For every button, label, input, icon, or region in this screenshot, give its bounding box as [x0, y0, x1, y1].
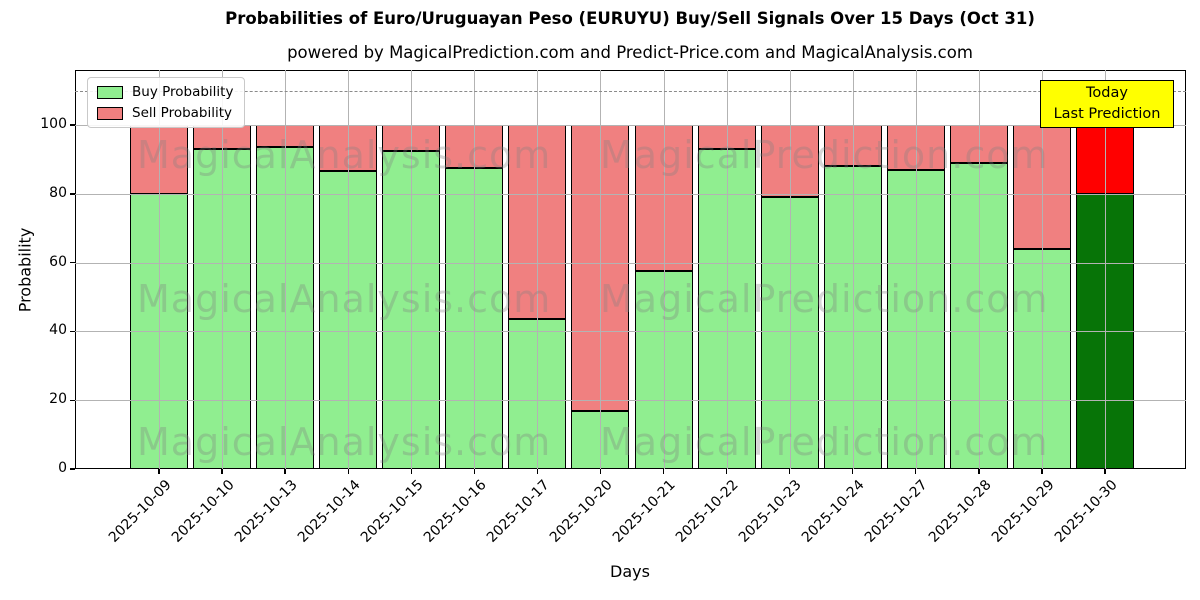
gridline-v	[600, 70, 602, 469]
watermark-text: MagicalAnalysis.com	[137, 133, 552, 177]
x-tick	[915, 469, 917, 474]
x-tick-label: 2025-10-21	[610, 477, 679, 546]
legend-label-buy: Buy Probability	[132, 84, 234, 100]
x-tick	[221, 469, 223, 474]
x-tick	[284, 469, 286, 474]
x-axis-label: Days	[610, 562, 650, 581]
gridline-v	[222, 70, 224, 469]
x-tick-label: 2025-10-15	[357, 477, 427, 546]
chart-subtitle: powered by MagicalPrediction.com and Pre…	[287, 43, 973, 62]
x-tick	[347, 469, 349, 474]
gridline-h	[75, 125, 1186, 127]
watermark-text: MagicalPrediction.com	[600, 277, 1049, 321]
gridline-v	[1041, 70, 1043, 469]
today-annotation-line1: Today	[1086, 85, 1128, 101]
gridline-v	[348, 70, 350, 469]
y-tick	[70, 193, 75, 195]
y-tick	[70, 330, 75, 333]
gridline-v	[663, 70, 665, 469]
gridline-v	[411, 70, 413, 469]
x-tick	[725, 469, 728, 474]
watermark-text: MagicalPrediction.com	[600, 420, 1049, 464]
x-tick-label: 2025-10-27	[862, 477, 932, 546]
x-tick-label: 2025-10-20	[546, 477, 616, 546]
gridline-v	[285, 70, 287, 469]
today-annotation: Today Last Prediction	[1040, 80, 1174, 128]
x-tick-label: 2025-10-14	[294, 477, 364, 546]
x-tick-label: 2025-10-29	[988, 477, 1058, 546]
gridline-h	[75, 262, 1186, 264]
sell-swatch-icon	[97, 106, 123, 120]
x-tick	[788, 469, 791, 474]
gridline-v	[537, 70, 539, 469]
x-tick-label: 2025-10-13	[231, 477, 301, 546]
x-tick	[410, 469, 412, 474]
y-tick-label: 60	[49, 253, 67, 270]
watermark-text: MagicalPrediction.com	[600, 133, 1049, 177]
gridline-v	[726, 70, 728, 469]
gridline-v	[915, 70, 917, 469]
today-annotation-line2: Last Prediction	[1053, 106, 1161, 122]
gridline-h	[75, 193, 1186, 195]
y-tick-label: 100	[40, 116, 67, 133]
x-tick-label: 2025-10-16	[420, 477, 490, 546]
y-tick-label: 40	[49, 322, 67, 339]
x-tick-label: 2025-10-10	[168, 477, 238, 546]
x-tick	[599, 469, 602, 474]
watermark-text: MagicalAnalysis.com	[137, 420, 552, 464]
x-tick-label: 2025-10-09	[105, 477, 175, 546]
legend-entry-buy: Buy Probability	[97, 84, 233, 100]
gridline-v	[789, 70, 791, 469]
y-tick-label: 80	[49, 184, 67, 201]
gridline-v	[159, 70, 160, 469]
x-tick	[536, 469, 539, 474]
x-tick	[852, 469, 854, 474]
legend-label-sell: Sell Probability	[132, 105, 233, 121]
gridline-v	[474, 70, 476, 469]
x-tick-label: 2025-10-23	[736, 477, 805, 546]
chart-title: Probabilities of Euro/Uruguayan Peso (EU…	[225, 9, 1035, 28]
y-axis-label: Probability	[15, 227, 35, 313]
y-tick	[70, 468, 75, 470]
x-tick-label: 2025-10-22	[673, 477, 742, 546]
buy-swatch-icon	[97, 85, 123, 99]
y-tick	[70, 124, 75, 126]
gridline-h	[75, 331, 1186, 333]
gridline-v	[1105, 70, 1106, 469]
y-tick	[70, 399, 75, 401]
watermark-text: MagicalAnalysis.com	[137, 277, 552, 321]
dashed-threshold-line	[75, 90, 1186, 92]
x-tick	[1104, 469, 1106, 474]
x-tick	[1041, 469, 1043, 474]
x-tick-label: 2025-10-28	[925, 477, 995, 546]
y-tick-label: 0	[58, 460, 67, 476]
y-tick	[70, 261, 75, 264]
x-tick-label: 2025-10-24	[799, 477, 869, 546]
x-tick	[473, 469, 476, 474]
x-tick	[158, 469, 160, 474]
x-tick-label: 2025-10-30	[1051, 477, 1121, 546]
y-tick-label: 20	[49, 391, 67, 408]
gridline-v	[978, 70, 980, 469]
legend-entry-sell: Sell Probability	[97, 105, 233, 121]
x-tick-label: 2025-10-17	[483, 477, 553, 546]
gridline-v	[852, 70, 854, 469]
x-tick	[662, 469, 665, 474]
legend: Buy Probability Sell Probability	[87, 77, 246, 128]
gridline-h	[75, 400, 1186, 402]
x-tick	[978, 469, 980, 474]
